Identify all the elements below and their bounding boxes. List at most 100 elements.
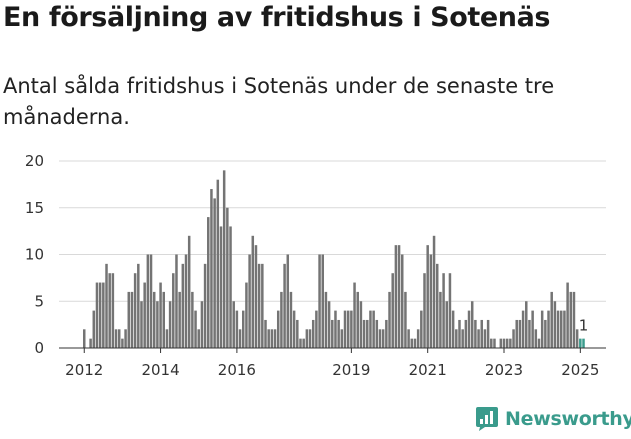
bar <box>308 329 312 348</box>
bar <box>455 329 458 348</box>
chart-title: En försäljning av fritidshus i Sotenäs <box>3 2 551 33</box>
bar <box>245 282 248 348</box>
bar <box>143 282 146 348</box>
bar <box>531 310 534 348</box>
bar <box>534 329 538 348</box>
bar <box>515 319 518 348</box>
bar <box>372 310 375 348</box>
x-tick-label: 2025 <box>561 361 599 379</box>
bar <box>283 263 286 348</box>
bar <box>232 301 235 348</box>
y-tick-label: 10 <box>25 246 44 264</box>
brand-logo: Newsworthy <box>475 406 631 432</box>
bar <box>257 263 261 348</box>
bar <box>248 254 251 348</box>
bar <box>111 273 115 348</box>
bar <box>137 263 140 348</box>
bar <box>302 338 305 348</box>
last-value-label: 1 <box>579 317 589 335</box>
bar <box>311 319 315 348</box>
bar <box>537 338 541 348</box>
bar <box>159 282 162 348</box>
bar <box>175 254 178 348</box>
bar <box>130 291 134 348</box>
bar <box>461 329 464 348</box>
bar <box>340 329 344 348</box>
bar <box>213 198 216 348</box>
bar <box>423 273 426 348</box>
bar <box>280 291 283 348</box>
bar <box>375 319 379 348</box>
bar <box>299 338 302 348</box>
bar <box>439 291 442 348</box>
bar <box>210 189 213 348</box>
bar <box>525 301 528 348</box>
bar <box>162 291 165 348</box>
bar <box>117 329 121 348</box>
bar <box>560 310 563 348</box>
bar <box>178 291 181 348</box>
bar <box>369 310 372 348</box>
x-tick-label: 2014 <box>141 361 179 379</box>
bar <box>219 226 223 348</box>
bar <box>194 310 197 348</box>
bar <box>191 291 194 348</box>
bar <box>540 310 544 348</box>
bar <box>172 273 175 348</box>
x-tick-label: 2012 <box>65 361 103 379</box>
bar <box>388 291 391 348</box>
bar <box>334 310 337 348</box>
bar <box>251 235 255 348</box>
bar <box>547 310 550 348</box>
bar <box>181 263 185 348</box>
bar <box>356 291 359 348</box>
bar <box>89 338 92 348</box>
bar <box>429 254 433 348</box>
bar <box>197 329 200 348</box>
bar <box>521 310 525 348</box>
bar <box>95 282 99 348</box>
bar <box>235 310 239 348</box>
bar <box>378 329 382 348</box>
bar <box>229 226 232 348</box>
bar <box>98 282 102 348</box>
bar <box>407 329 410 348</box>
bar <box>432 235 436 348</box>
bar <box>477 329 480 348</box>
bar <box>187 235 191 348</box>
bar <box>121 338 124 348</box>
bar <box>152 291 156 348</box>
bar <box>391 273 394 348</box>
bar <box>289 291 293 348</box>
bar <box>509 338 512 348</box>
bar <box>410 338 414 348</box>
bar <box>261 263 264 348</box>
bar <box>464 319 468 348</box>
bar <box>331 319 334 348</box>
bar <box>572 291 576 348</box>
bar <box>200 301 204 348</box>
bar <box>474 319 477 348</box>
bar <box>505 338 509 348</box>
bar <box>362 319 366 348</box>
bar <box>273 329 277 348</box>
bar <box>518 319 522 348</box>
bar <box>203 263 207 348</box>
bar <box>83 329 86 348</box>
bar <box>296 319 299 348</box>
bar <box>114 329 118 348</box>
bar <box>569 291 573 348</box>
bar <box>502 338 506 348</box>
bar <box>350 310 353 348</box>
bar <box>222 170 226 348</box>
bar <box>353 282 356 348</box>
y-tick-label: 0 <box>34 339 44 357</box>
bar <box>550 291 553 348</box>
bar <box>579 338 582 348</box>
bar <box>397 245 401 348</box>
bar <box>346 310 350 348</box>
y-tick-label: 20 <box>25 152 44 170</box>
bar <box>486 319 490 348</box>
bar <box>133 273 137 348</box>
bar <box>337 319 340 348</box>
